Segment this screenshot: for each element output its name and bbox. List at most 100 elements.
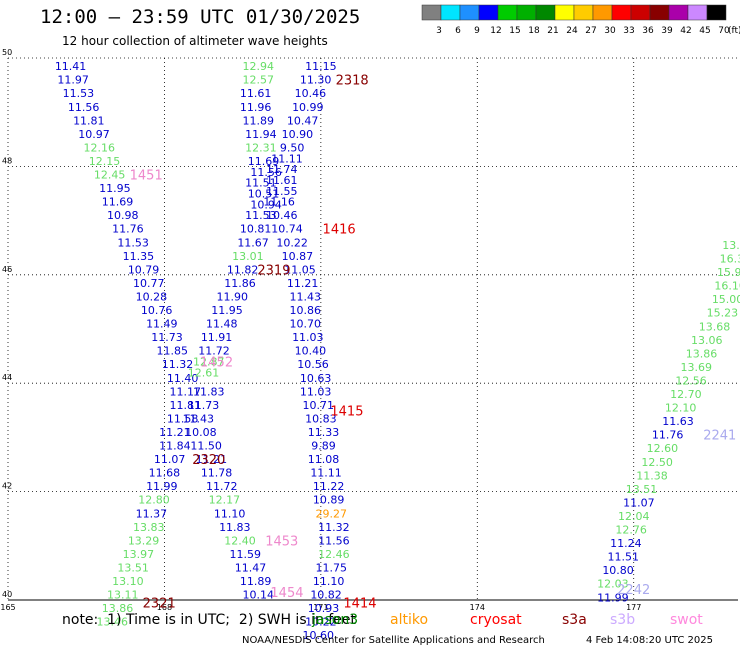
wave-height-value: 13.10 (112, 575, 144, 588)
legend-label: 36 (642, 26, 654, 36)
wave-height-value: 11.40 (167, 372, 199, 385)
wave-height-value: 11.56 (68, 101, 100, 114)
wave-height-value: 11.53 (63, 87, 95, 100)
wave-height-value: 10.08 (185, 426, 217, 439)
wave-height-value: 11.41 (55, 60, 87, 73)
wave-height-value: 11.21 (287, 277, 319, 290)
wave-height-value: 11.50 (190, 440, 222, 453)
wave-height-value: 10.60 (303, 629, 335, 642)
legend-label: 6 (455, 26, 461, 36)
wave-height-value: 10.94 (250, 198, 282, 211)
wave-height-value: 12.03 (597, 578, 629, 591)
wave-height-value: 11.11 (271, 152, 303, 165)
wave-height-value: 11.33 (308, 426, 340, 439)
wave-height-value: 11.43 (289, 290, 321, 303)
pass-time-label: 2321 (143, 597, 176, 612)
wave-height-value: 11.83 (219, 521, 251, 534)
wave-height-value: 11.48 (206, 318, 238, 331)
wave-height-value: 10.98 (107, 209, 139, 222)
wave-height-value: 11.73 (188, 399, 220, 412)
wave-height-value: 10.14 (243, 589, 275, 602)
wave-height-value: 12.80 (138, 494, 170, 507)
pass-time-label: 2242 (617, 583, 650, 598)
wave-height-value: 11.56 (318, 534, 350, 547)
wave-height-value: 10.90 (282, 128, 314, 141)
legend-label: 27 (585, 26, 596, 36)
wave-height-value: 12.70 (670, 388, 702, 401)
wave-height-value: 12.46 (318, 548, 350, 561)
wave-height-value: 11.81 (170, 399, 202, 412)
wave-height-value: 11.38 (636, 469, 668, 482)
wave-height-value: 11.59 (230, 548, 262, 561)
wave-height-value: 11.72 (198, 345, 230, 358)
pass-time-label: 2241 (703, 429, 736, 444)
wave-height-value: 11.83 (193, 385, 225, 398)
wave-height-value: 10.83 (305, 412, 337, 425)
wave-height-value: 11.67 (237, 236, 269, 249)
wave-height-value: 11.58 (167, 412, 199, 425)
satellite-name: swot (670, 612, 703, 628)
satellite-name: jason3 (312, 612, 359, 628)
wave-height-value: 16.10 (714, 280, 740, 293)
satellite-name: s3a (562, 612, 587, 628)
wave-height-value: 11.08 (308, 453, 340, 466)
y-tick-label: 44 (2, 373, 12, 382)
pass-time-label: 1451 (130, 169, 163, 184)
satellite-name: s3b (610, 612, 636, 628)
wave-height-value: 10.89 (313, 494, 345, 507)
wave-height-value: 11.89 (240, 575, 272, 588)
wave-height-value: 11.10 (214, 507, 246, 520)
wave-height-value: 10.86 (289, 304, 321, 317)
wave-height-value: 12.04 (618, 510, 650, 523)
wave-height-value: 15.98 (717, 266, 740, 279)
wave-height-value: 10.51 (248, 188, 280, 201)
wave-height-value: 11.17 (170, 385, 202, 398)
x-tick-label: 177 (626, 603, 641, 612)
wave-height-value: 11.55 (266, 185, 298, 198)
wave-height-value: 11.37 (136, 507, 168, 520)
pass-time-label: 2320 (192, 453, 225, 468)
wave-height-value: 11.10 (313, 575, 345, 588)
wave-height-value: 11.90 (216, 290, 248, 303)
wave-height-value: 11.69 (102, 196, 134, 209)
wave-height-value: 13.06 (691, 334, 723, 347)
wave-height-value: 11.95 (99, 182, 131, 195)
wave-height-value: 13.46 (97, 616, 129, 629)
wave-height-value: 11.53 (245, 209, 277, 222)
wave-height-value: 10.46 (295, 87, 327, 100)
wave-height-value: 11.99 (146, 480, 178, 493)
wave-height-value: 12.76 (615, 524, 647, 537)
y-tick-label: 40 (2, 590, 12, 599)
wave-height-value: 11.81 (73, 114, 105, 127)
x-tick-label: 171 (313, 603, 328, 612)
wave-height-value: 11.53 (117, 236, 149, 249)
wave-height-value: 15.23 (707, 307, 739, 320)
wave-height-value: 11.51 (608, 551, 640, 564)
wave-height-value: 11.22 (313, 480, 345, 493)
wave-height-value: 11.76 (112, 223, 144, 236)
legend-label: 9 (474, 26, 480, 36)
wave-height-value: 13.11 (107, 589, 139, 602)
wave-height-value: 11.94 (245, 128, 277, 141)
wave-height-value: 10.76 (141, 304, 173, 317)
wave-height-value: 10.22 (305, 616, 337, 629)
wave-height-value: 12.10 (665, 402, 697, 415)
wave-height-value: 11.56 (250, 166, 282, 179)
wave-height-value: 13.83 (133, 521, 165, 534)
wave-height-value: 11.21 (196, 453, 228, 466)
wave-height-value: 12.45 (94, 169, 126, 182)
wave-height-value: 11.35 (123, 250, 155, 263)
satellite-name: altiko (390, 612, 429, 628)
legend-label: 12 (490, 26, 501, 36)
wave-height-value: 10.63 (300, 372, 332, 385)
wave-height-value: 11.78 (201, 467, 233, 480)
wave-height-value: 12.94 (243, 60, 275, 73)
wave-height-value: 11.72 (206, 480, 238, 493)
pass-time-label: 1452 (200, 356, 233, 371)
wave-height-value: 11.91 (201, 331, 233, 344)
wave-height-value: 10.47 (287, 114, 319, 127)
wave-height-value: 11.07 (623, 496, 655, 509)
wave-height-value: 10.82 (310, 589, 342, 602)
wave-height-value: 11.74 (266, 163, 298, 176)
